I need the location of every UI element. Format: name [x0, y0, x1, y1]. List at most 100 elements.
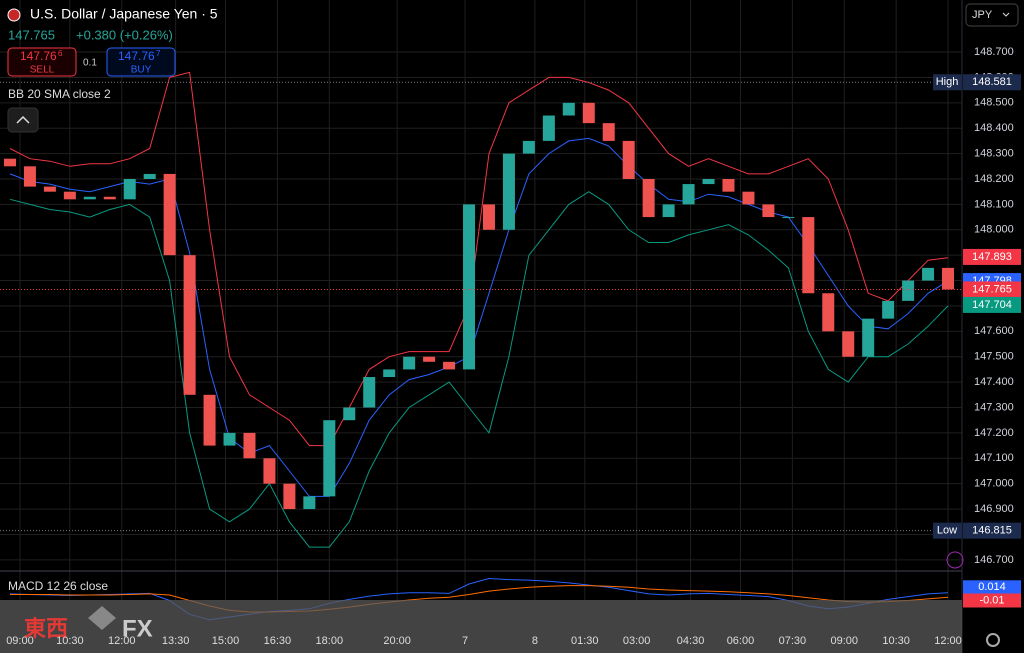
candle [203, 394, 216, 446]
y-tick-label: 148.400 [974, 122, 1014, 134]
y-tick-label: 147.600 [974, 325, 1014, 337]
candle [682, 184, 695, 205]
candle [23, 166, 36, 187]
candle [802, 217, 815, 294]
x-tick-label: 01:30 [571, 635, 599, 647]
candle [463, 204, 476, 370]
candle [582, 102, 595, 124]
price-badge-label: 147.704 [972, 299, 1012, 311]
watermark-logo [88, 606, 116, 630]
indicator-label: BB 20 SMA close 2 [8, 87, 111, 101]
sell-price[interactable]: 147.76 [20, 49, 57, 63]
spread: 0.1 [83, 58, 97, 69]
buy-price[interactable]: 147.76 [118, 49, 155, 63]
watermark-fx: FX [122, 615, 153, 642]
extreme-label: Low [937, 525, 957, 537]
y-tick-label: 147.100 [974, 452, 1014, 464]
candle [742, 191, 755, 205]
y-tick-label: 146.900 [974, 503, 1014, 515]
candle [862, 318, 875, 357]
y-tick-label: 147.500 [974, 351, 1014, 363]
settings-icon[interactable] [986, 633, 1000, 647]
buy-pip[interactable]: 7 [156, 49, 161, 58]
candle [662, 204, 675, 218]
buy-button[interactable] [106, 47, 176, 77]
candle [323, 420, 336, 497]
price-badge-label: 147.765 [972, 283, 1012, 295]
x-tick-label: 13:30 [162, 635, 190, 647]
x-tick-label: 20:00 [383, 635, 411, 647]
price-badge-label: 147.893 [972, 251, 1012, 263]
sell-label[interactable]: SELL [30, 65, 55, 76]
sell-pip[interactable]: 6 [58, 49, 63, 58]
buy-label[interactable]: BUY [131, 65, 152, 76]
candle [243, 432, 256, 459]
candle [103, 196, 116, 200]
y-tick-label: 148.200 [974, 173, 1014, 185]
extreme-label-bg [933, 522, 962, 539]
collapse-button[interactable] [7, 107, 39, 133]
currency-dropdown[interactable] [965, 3, 1019, 27]
x-tick-label: 04:30 [677, 635, 705, 647]
candle [43, 186, 56, 192]
candle [522, 140, 535, 154]
plot [0, 71, 962, 621]
x-tick-label: 10:30 [882, 635, 910, 647]
extreme-label-bg [933, 74, 962, 91]
price-change: +0.380 (+0.26%) [76, 27, 173, 42]
candle [502, 153, 515, 230]
candle [622, 140, 635, 179]
candle [922, 267, 935, 281]
y-tick-label: 147.000 [974, 478, 1014, 490]
candle [702, 178, 715, 185]
candle [942, 267, 955, 290]
grid [0, 0, 962, 600]
candle [343, 407, 356, 421]
price-badge-label: 148.581 [972, 76, 1012, 88]
macd-line [10, 585, 949, 613]
sell-button[interactable] [7, 47, 77, 77]
extreme-label: High [936, 76, 959, 88]
candle [283, 483, 296, 510]
last-price: 147.765 [8, 27, 55, 42]
chevron-icon [16, 115, 30, 124]
watermark-cn: 東西 [24, 616, 68, 641]
candle [902, 280, 915, 301]
dropdown-caret [1002, 12, 1010, 17]
candle [383, 369, 396, 378]
alert-icon[interactable] [946, 551, 964, 569]
x-tick-label: 09:00 [830, 635, 858, 647]
candle [123, 178, 136, 200]
x-tick-label: 7 [462, 635, 468, 647]
macd-badge-label: -0.01 [979, 594, 1004, 606]
y-tick-label: 147.400 [974, 376, 1014, 388]
y-tick-label: 148.300 [974, 148, 1014, 160]
x-tick-label: 07:30 [779, 635, 807, 647]
candle [782, 217, 795, 219]
x-tick-label: 09:00 [6, 635, 34, 647]
x-tick-label: 12:00 [934, 635, 962, 647]
macd-badge [963, 593, 1021, 608]
y-tick-label: 146.700 [974, 554, 1014, 566]
currency[interactable]: JPY [972, 9, 993, 21]
candle [183, 255, 196, 395]
candle [423, 356, 436, 362]
candle [482, 204, 495, 230]
candle [602, 123, 615, 141]
x-tick-label: 16:30 [264, 635, 292, 647]
candle [842, 331, 855, 357]
macd-label: MACD 12 26 close [8, 579, 108, 593]
candle [642, 178, 655, 218]
price-badge-label: 146.815 [972, 525, 1012, 537]
candle [303, 496, 316, 510]
candle [163, 173, 176, 256]
macd-badge-label: 0.014 [978, 581, 1006, 593]
y-tick-label: 147.300 [974, 401, 1014, 413]
candle [822, 293, 835, 332]
candle [143, 173, 156, 179]
x-tick-label: 18:00 [316, 635, 344, 647]
candle [762, 204, 775, 218]
watermark-band [0, 600, 962, 653]
candle [542, 115, 555, 141]
